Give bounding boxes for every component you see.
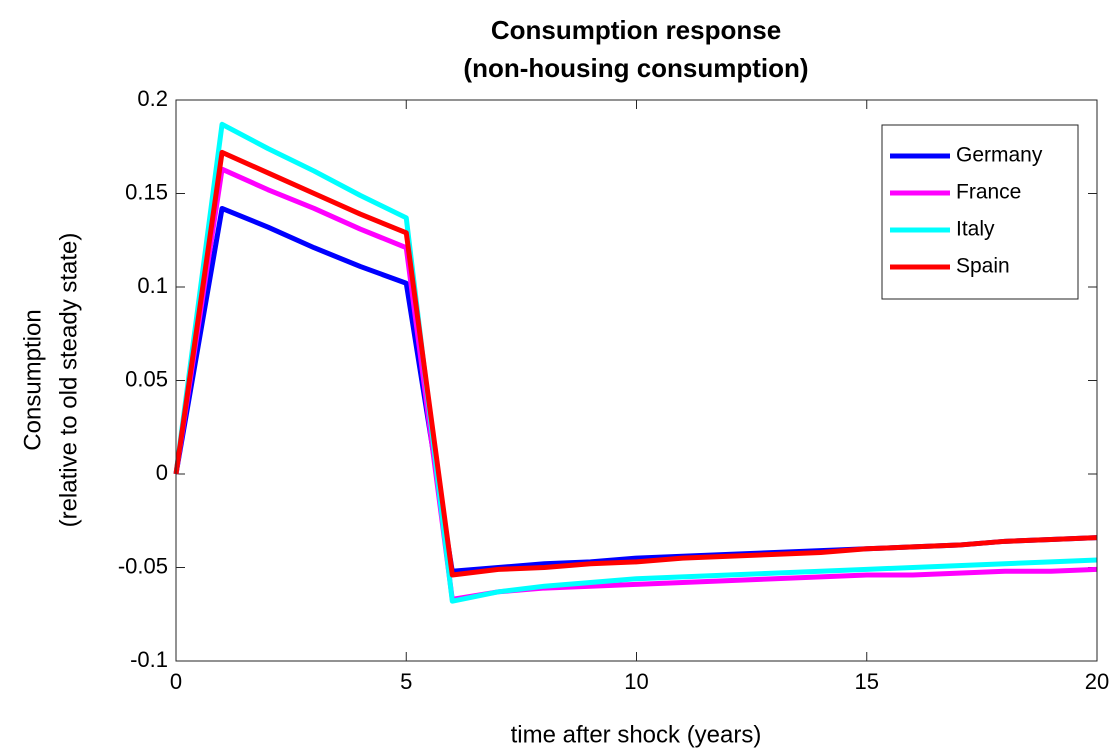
y-tick-label: 0.15	[125, 179, 168, 204]
axes-box	[175, 99, 1098, 662]
x-tick-label: 10	[624, 669, 648, 694]
series-line	[173, 149, 1098, 578]
x-tick-label: 5	[400, 669, 412, 694]
chart-title: Consumption response	[491, 15, 781, 45]
x-tick-label: 20	[1085, 669, 1109, 694]
y-tick-label: 0.1	[137, 273, 168, 298]
legend-label: Germany	[956, 144, 1043, 167]
x-tick-label: 0	[170, 669, 182, 694]
y-tick-label: 0	[156, 460, 168, 485]
y-tick-label: -0.1	[130, 647, 168, 672]
series-line	[173, 121, 1098, 604]
x-axis-label: time after shock (years)	[511, 721, 762, 748]
legend-label: France	[956, 181, 1021, 204]
y-tick-label: 0.05	[125, 366, 168, 391]
x-tick-label: 15	[855, 669, 879, 694]
series-line	[173, 166, 1098, 602]
y-axis-label: (relative to old steady state)	[55, 233, 82, 528]
y-tick-label: -0.05	[118, 553, 168, 578]
legend-label: Italy	[956, 218, 995, 241]
chart-title: (non-housing consumption)	[463, 53, 808, 83]
y-tick-label: 0.2	[137, 86, 168, 111]
legend-label: Spain	[956, 255, 1010, 278]
y-axis-label: Consumption	[19, 309, 46, 450]
